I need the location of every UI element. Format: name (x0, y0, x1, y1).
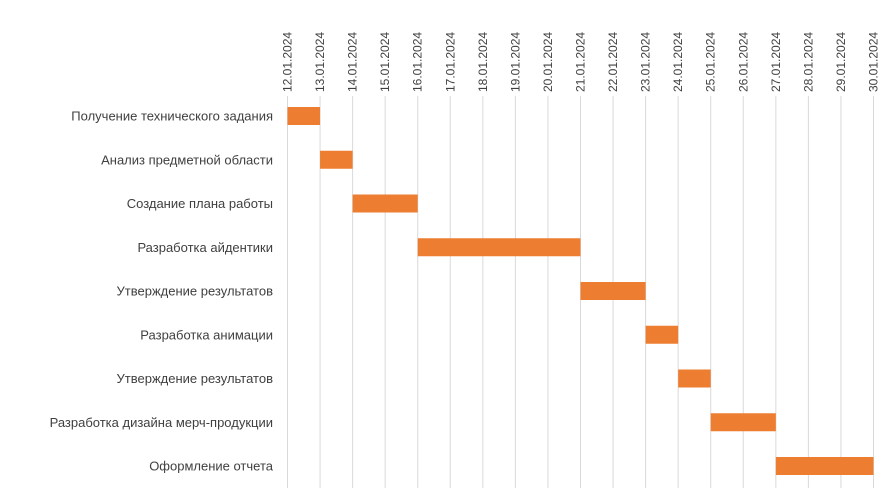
task-label: Разработка анимации (140, 327, 273, 342)
x-axis-tick-labels: 12.01.2024 13.01.2024 14.01.2024 15.01.2024… (281, 32, 881, 92)
task-label: Утверждение результатов (117, 371, 274, 386)
task-bar (678, 369, 711, 388)
task-bar (352, 194, 418, 213)
x-tick-label: 29.01.2024 (834, 32, 848, 92)
x-tick-label: 23.01.2024 (639, 32, 653, 92)
x-tick-label: 17.01.2024 (443, 32, 457, 92)
task-bar (645, 325, 679, 344)
task-bar (710, 413, 776, 432)
x-tick-label: 25.01.2024 (704, 32, 718, 92)
x-tick-label: 18.01.2024 (476, 32, 490, 92)
task-label: Получение технического задания (71, 109, 273, 124)
x-tick-label: 12.01.2024 (281, 32, 295, 92)
x-tick-label: 14.01.2024 (346, 32, 360, 92)
x-tick-label: 16.01.2024 (411, 32, 425, 92)
task-bar (580, 282, 646, 300)
task-labels: Получение технического задания Анализ пре… (50, 109, 274, 474)
task-label: Анализ предметной области (101, 152, 273, 167)
x-tick-label: 21.01.2024 (574, 32, 588, 92)
x-tick-label: 20.01.2024 (541, 32, 555, 92)
task-bars (287, 107, 874, 475)
task-label: Создание плана работы (127, 196, 273, 211)
x-tick-label: 27.01.2024 (769, 32, 783, 92)
x-tick-label: 19.01.2024 (508, 32, 522, 92)
task-label: Утверждение результатов (117, 284, 274, 299)
task-bar (417, 238, 581, 257)
x-tick-label: 24.01.2024 (671, 32, 685, 92)
task-bar (320, 150, 353, 169)
task-label: Разработка дизайна мерч-продукции (50, 415, 273, 430)
x-tick-label: 28.01.2024 (801, 32, 815, 92)
x-tick-label: 13.01.2024 (313, 32, 327, 92)
task-label: Оформление отчета (149, 459, 274, 474)
task-bar (287, 107, 321, 125)
x-tick-label: 22.01.2024 (606, 32, 620, 92)
x-tick-label: 26.01.2024 (736, 32, 750, 92)
task-label: Разработка айдентики (137, 240, 273, 255)
x-tick-label: 15.01.2024 (378, 32, 392, 92)
x-tick-label: 30.01.2024 (867, 32, 881, 92)
task-bar (775, 457, 874, 475)
